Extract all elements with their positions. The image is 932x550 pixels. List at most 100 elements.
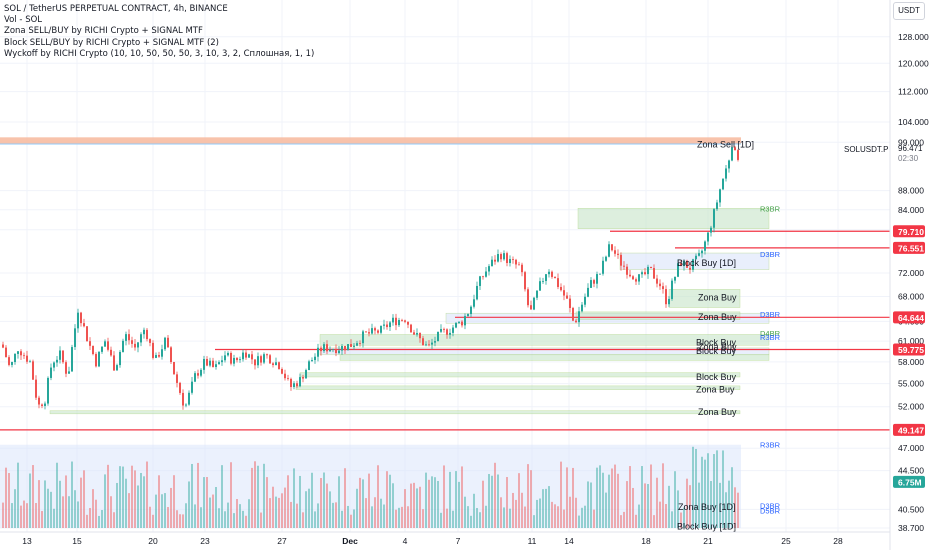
candle-body xyxy=(233,357,235,364)
candle-body xyxy=(680,263,682,266)
price-badge-label: 76.551 xyxy=(898,243,924,253)
volume-bar xyxy=(341,510,343,528)
volume-bar xyxy=(131,465,133,528)
volume-bar xyxy=(620,515,622,528)
candle-body xyxy=(593,280,595,284)
volume-bar xyxy=(314,511,316,528)
zone-label: Zona Buy xyxy=(698,312,737,322)
volume-bar xyxy=(710,481,712,528)
candle-body xyxy=(155,355,157,358)
candle-body xyxy=(653,268,655,279)
indicator-zona[interactable]: Zona SELL/BUY by RICHI Crypto + SIGNAL M… xyxy=(4,26,203,37)
candle-body xyxy=(614,250,616,254)
price-badge xyxy=(893,475,925,488)
volume-bar xyxy=(386,471,388,528)
volume-bar xyxy=(551,501,553,528)
volume-bar xyxy=(152,514,154,528)
candle-body xyxy=(587,287,589,297)
candle-body xyxy=(278,362,280,370)
zone-label: Zona Buy [1D] xyxy=(678,502,736,512)
volume-bar xyxy=(371,506,373,528)
candle-body xyxy=(50,367,52,378)
volume-zone-band xyxy=(0,444,741,528)
candle-body xyxy=(545,274,547,281)
volume-bar xyxy=(422,509,424,528)
candle-body xyxy=(176,374,178,383)
candle-body xyxy=(86,326,88,342)
x-tick-label: 20 xyxy=(148,536,158,546)
volume-bar xyxy=(221,465,223,528)
candle-body xyxy=(20,351,22,356)
currency-button[interactable]: USDT xyxy=(893,2,925,20)
volume-bar xyxy=(488,474,490,528)
volume-bar xyxy=(68,496,70,528)
candle-body xyxy=(365,331,367,333)
candle-body xyxy=(368,332,370,334)
symbol-price: 96.471 xyxy=(898,144,923,153)
volume-bar xyxy=(512,492,514,528)
volume-bar xyxy=(23,500,25,528)
volume-bar xyxy=(206,477,208,528)
candle-body xyxy=(32,361,34,380)
volume-bar xyxy=(647,484,649,528)
volume-bar xyxy=(449,471,451,528)
volume-bar xyxy=(365,498,367,528)
candle-body xyxy=(524,272,526,290)
volume-bar xyxy=(587,481,589,528)
volume-bar xyxy=(116,482,118,528)
candle-body xyxy=(611,244,613,251)
candle-body xyxy=(416,333,418,335)
indicator-block[interactable]: Block SELL/BUY by RICHI Crypto + SIGNAL … xyxy=(4,37,219,48)
volume-bar xyxy=(590,482,592,528)
candle-body xyxy=(47,377,49,404)
candle-body xyxy=(728,160,730,169)
volume-bar xyxy=(266,477,268,528)
candle-body xyxy=(2,344,4,348)
candle-body xyxy=(371,328,373,334)
volume-bar xyxy=(608,474,610,528)
volume-bar xyxy=(26,503,28,528)
indicator-wyckoff[interactable]: Wyckoff by RICHI Crypto (10, 10, 50, 50,… xyxy=(4,48,315,59)
candle-body xyxy=(140,334,142,343)
volume-bar xyxy=(725,492,727,528)
candle-body xyxy=(407,321,409,325)
chart-legend: SOL / TetherUS PERPETUAL CONTRACT, 4h, B… xyxy=(4,4,314,60)
symbol-ticker: SOLUSDT.P xyxy=(844,145,889,154)
volume-bar xyxy=(665,504,667,528)
volume-bars xyxy=(2,446,739,528)
volume-bar xyxy=(578,515,580,528)
candle-body xyxy=(584,296,586,305)
candle-body xyxy=(35,379,37,398)
candle-body xyxy=(320,347,322,352)
y-tick-label: 40.500 xyxy=(898,504,924,514)
volume-bar xyxy=(617,473,619,528)
volume-bar xyxy=(20,505,22,528)
symbol-countdown: 02:30 xyxy=(898,154,919,163)
indicator-volume[interactable]: Vol - SOL xyxy=(4,15,43,26)
volume-bar xyxy=(203,477,205,528)
candle-body xyxy=(374,328,376,331)
volume-bar xyxy=(11,503,13,528)
candle-body xyxy=(560,286,562,291)
candle-body xyxy=(440,329,442,332)
zone-rect xyxy=(49,410,741,415)
candle-body xyxy=(38,397,40,405)
volume-bar xyxy=(737,492,739,528)
x-tick-label: 14 xyxy=(564,536,574,546)
candle-body xyxy=(65,362,67,374)
candle-body xyxy=(56,359,58,363)
volume-bar xyxy=(74,490,76,528)
volume-bar xyxy=(239,504,241,528)
candle-body xyxy=(662,286,664,290)
candle-body xyxy=(377,330,379,333)
volume-bar xyxy=(335,502,337,528)
candle-body xyxy=(596,274,598,284)
volume-bar xyxy=(506,477,508,528)
candle-body xyxy=(335,349,337,354)
candle-body xyxy=(245,352,247,358)
volume-bar xyxy=(251,467,253,528)
candle-body xyxy=(44,403,46,406)
volume-bar xyxy=(161,494,163,528)
candle-body xyxy=(107,341,109,350)
